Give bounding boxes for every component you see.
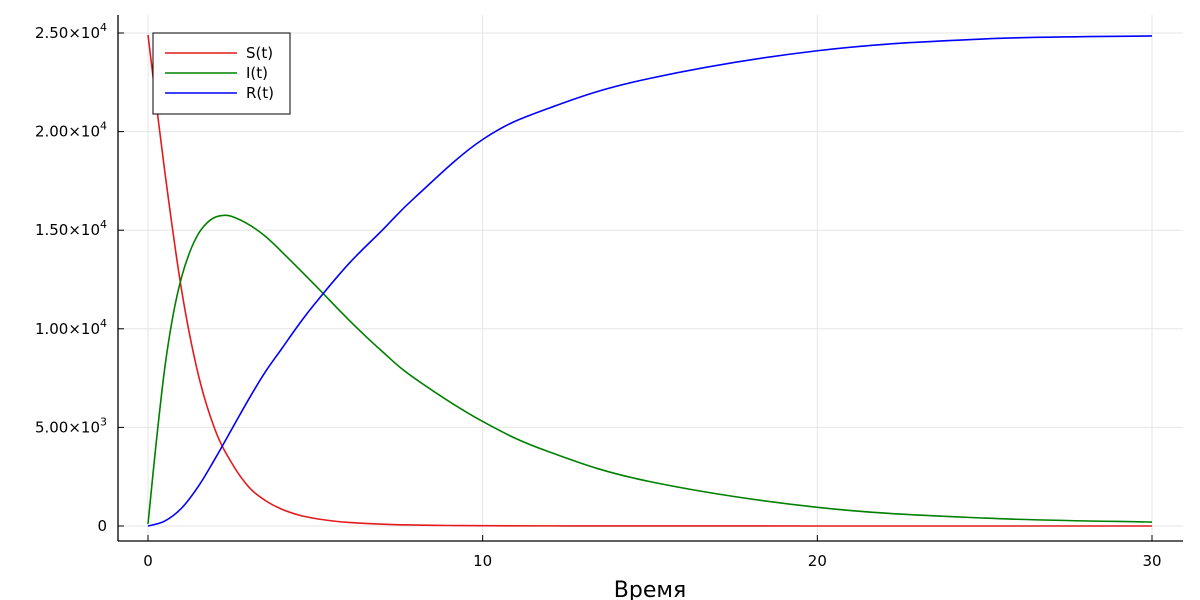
y-tick-label: 5.00×103 xyxy=(35,415,107,436)
x-tick-label: 10 xyxy=(473,552,492,570)
series-line-2 xyxy=(147,214,1153,525)
series-line-3 xyxy=(147,35,1153,527)
y-tick-label: 2.00×104 xyxy=(35,120,107,141)
y-tick-label: 0 xyxy=(97,517,107,535)
y-tick-label: 1.50×104 xyxy=(35,218,107,239)
ticks: 0 10 20 30 0 5.00×103 1.00×104 1.50×104 2.00×104… xyxy=(35,21,1162,570)
y-tick-label: 2.50×104 xyxy=(35,21,107,42)
series-lines xyxy=(147,34,1153,527)
legend-label: I(t) xyxy=(246,64,268,82)
series-line-1 xyxy=(147,34,1152,527)
x-tick-label: 30 xyxy=(1142,552,1161,570)
x-tick-label: 0 xyxy=(143,552,153,570)
legend-label: S(t) xyxy=(246,44,273,62)
x-axis-title: Время xyxy=(614,578,686,600)
x-tick-label: 20 xyxy=(808,552,827,570)
legend-label: R(t) xyxy=(246,84,274,102)
y-tick-label: 1.00×104 xyxy=(35,317,107,338)
legend: S(t) I(t) R(t) xyxy=(152,32,291,115)
axes xyxy=(117,15,1183,542)
